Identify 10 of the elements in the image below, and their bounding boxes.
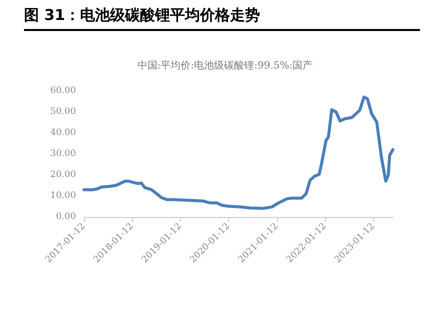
- line-series: [82, 96, 394, 210]
- y-tick-label: 40.00: [50, 128, 76, 138]
- y-tick-label: 20.00: [50, 170, 76, 180]
- y-tick-label: 0.00: [56, 212, 76, 222]
- chart-title: 图 31：电池级碳酸锂平均价格走势: [24, 6, 420, 31]
- y-tick-label: 30.00: [50, 149, 76, 159]
- chart-subtitle: 中国:平均价:电池级碳酸锂:99.5%:国产: [137, 60, 313, 72]
- y-tick-label: 60.00: [50, 86, 76, 96]
- y-tick-label: 10.00: [50, 191, 76, 201]
- y-tick-label: 50.00: [50, 107, 76, 117]
